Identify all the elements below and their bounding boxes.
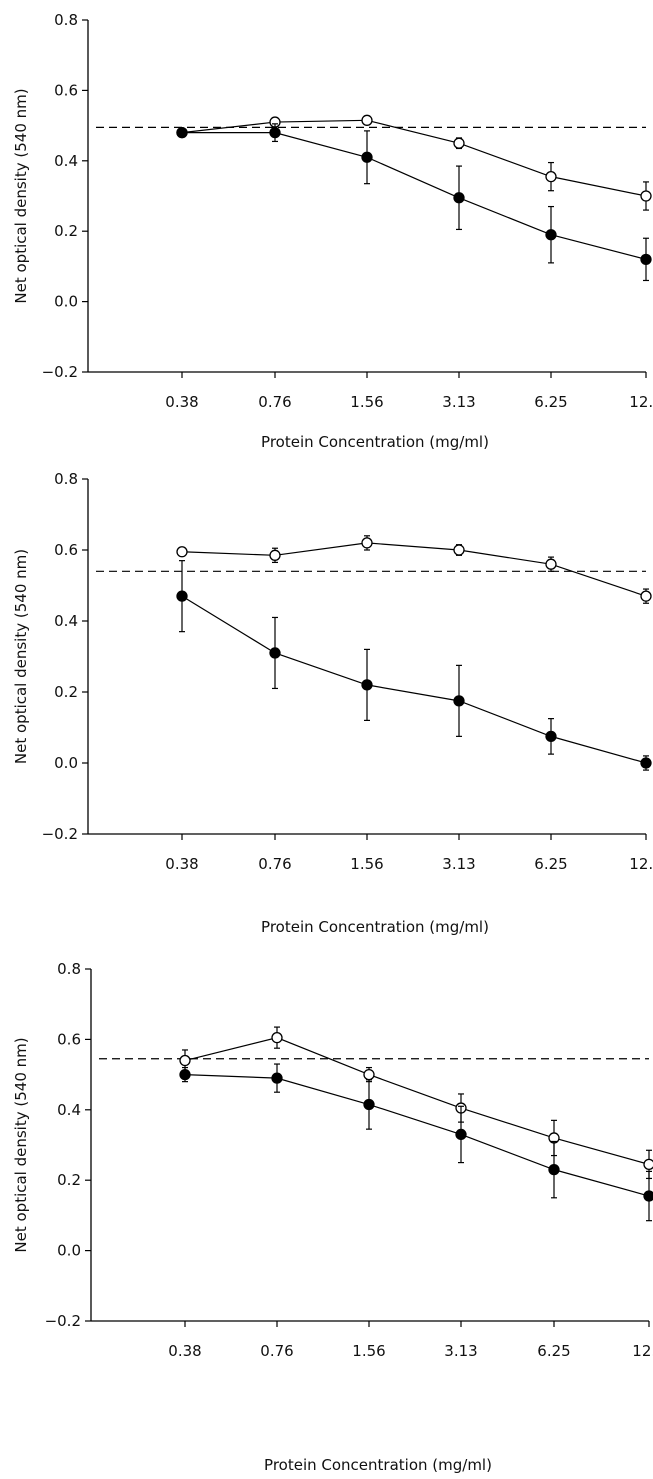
series-line [184, 1037, 650, 1165]
filled-data-point [271, 1072, 283, 1084]
filled-data-point [453, 695, 465, 707]
x-tick-label: 3.13 [444, 1342, 477, 1360]
x-tick-label: 0.76 [258, 393, 291, 411]
filled-data-point [361, 679, 373, 691]
x-tick-label: 12.5 [632, 1342, 653, 1360]
x-tick-label: 12.5 [629, 855, 653, 873]
series-line [182, 132, 647, 260]
y-tick-label: 0.0 [57, 1242, 81, 1260]
y-tick-label: 0.4 [57, 1101, 81, 1119]
x-tick-label: 0.38 [168, 1342, 201, 1360]
y-tick-label: −0.2 [42, 363, 78, 381]
y-tick-label: 0.2 [54, 683, 78, 701]
open-data-point [453, 137, 465, 149]
y-tick-label: 0.2 [54, 222, 78, 240]
filled-data-point [640, 757, 652, 769]
x-tick-label: 1.56 [350, 393, 383, 411]
series-line [181, 542, 647, 597]
y-axis-title: Net optical density (540 nm) [12, 88, 30, 303]
x-tick-label: 3.13 [442, 855, 475, 873]
open-data-point [453, 544, 465, 556]
x-tick-label: 1.56 [350, 855, 383, 873]
open-data-point [179, 1054, 191, 1067]
filled-data-point [269, 647, 281, 659]
filled-data-point [363, 1098, 375, 1111]
filled-data-point [640, 253, 652, 266]
chart-panel-2: 0.8 0.6 0.4 0.2 0.0 −0.2 0.38 0.76 1.56 3.13 6.25 1… [12, 470, 653, 936]
series-line [181, 119, 647, 197]
open-data-point [545, 170, 557, 183]
x-tick-label: 0.76 [258, 855, 291, 873]
open-data-point [361, 114, 373, 126]
y-tick-label: −0.2 [42, 825, 78, 843]
series-line [181, 595, 647, 764]
open-data-point [640, 190, 652, 202]
filled-data-point [643, 1190, 653, 1202]
filled-data-point [176, 590, 188, 602]
open-data-point [640, 590, 652, 602]
filled-data-point [269, 126, 281, 139]
x-tick-label: 6.25 [537, 1342, 570, 1360]
x-tick-label: 0.38 [165, 393, 198, 411]
y-tick-label: 0.4 [54, 612, 78, 630]
chart-panel-1: 0.8 0.6 0.4 0.2 0.0 −0.2 0.38 0.76 1.56 3.13 6.25 1… [12, 11, 653, 451]
x-tick-label: 12.5 [629, 393, 653, 411]
x-tick-label: 0.38 [165, 855, 198, 873]
open-data-point [269, 549, 281, 561]
x-tick-label: 1.56 [352, 1342, 385, 1360]
filled-data-point [455, 1128, 467, 1141]
filled-data-point [548, 1163, 560, 1176]
y-tick-label: 0.8 [54, 11, 78, 29]
y-tick-label: 0.6 [54, 541, 78, 559]
x-axis-title: Protein Concentration (mg/ml) [261, 433, 489, 451]
y-tick-label: 0.2 [57, 1171, 81, 1189]
series-line [184, 1074, 650, 1197]
x-tick-label: 3.13 [442, 393, 475, 411]
y-tick-label: −0.2 [45, 1312, 81, 1330]
filled-data-point [453, 192, 465, 204]
open-data-point [176, 546, 188, 558]
x-tick-label: 6.25 [534, 393, 567, 411]
filled-data-point [176, 126, 188, 139]
y-tick-label: 0.6 [54, 81, 78, 99]
x-axis-title: Protein Concentration (mg/ml) [264, 1456, 492, 1474]
y-axis-title: Net optical density (540 nm) [12, 549, 30, 764]
y-tick-label: 0.0 [54, 293, 78, 311]
open-data-point [363, 1068, 375, 1081]
filled-data-point [361, 151, 373, 163]
y-tick-label: 0.8 [54, 470, 78, 488]
filled-data-point [545, 229, 557, 241]
x-axis-title: Protein Concentration (mg/ml) [261, 918, 489, 936]
filled-data-point [545, 730, 557, 743]
x-tick-label: 0.76 [260, 1342, 293, 1360]
chart-panel-3: 0.8 0.6 0.4 0.2 0.0 −0.2 0.38 0.76 1.56 3.13 6.25 1… [12, 960, 653, 1474]
y-tick-label: 0.6 [57, 1030, 81, 1048]
open-data-point [545, 558, 557, 570]
y-axis-title: Net optical density (540 nm) [12, 1037, 30, 1252]
open-data-point [643, 1158, 653, 1171]
filled-data-point [179, 1068, 191, 1081]
open-data-point [361, 537, 373, 549]
y-tick-label: 0.0 [54, 754, 78, 772]
x-tick-label: 6.25 [534, 855, 567, 873]
open-data-point [271, 1031, 283, 1044]
y-tick-label: 0.4 [54, 152, 78, 170]
y-tick-label: 0.8 [57, 960, 81, 978]
